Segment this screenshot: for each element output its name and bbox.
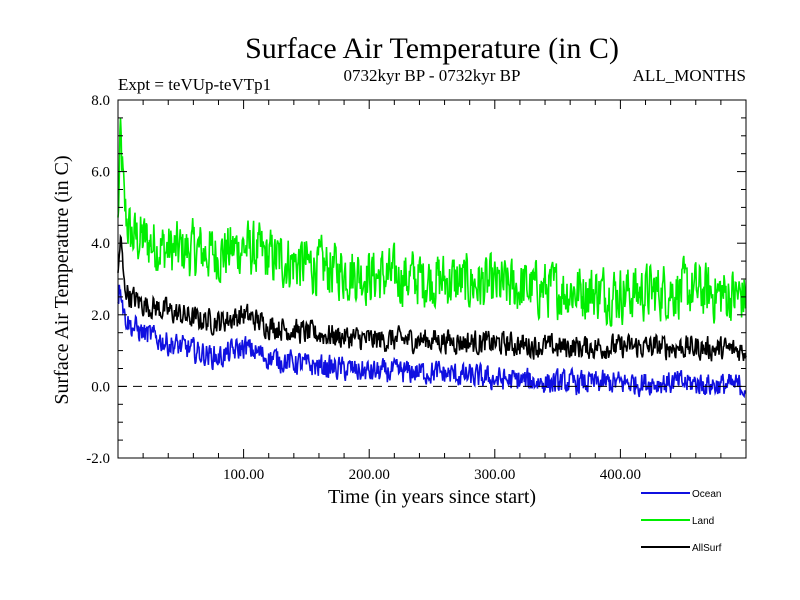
tick-layer: 100.00 200.00 300.00 400.00 -2.0 0.0 2.0 4.0 6.0… <box>86 93 746 483</box>
chart-title: Surface Air Temperature (in C) <box>245 32 619 65</box>
legend-label-land: Land <box>692 516 714 527</box>
y-tick-label: 6.0 <box>91 165 110 181</box>
y-axis-label: Surface Air Temperature (in C) <box>51 155 73 404</box>
legend-label-ocean: Ocean <box>692 489 721 500</box>
chart-subtitle-right: ALL_MONTHS <box>633 66 746 85</box>
x-axis-label: Time (in years since start) <box>328 486 536 508</box>
y-tick-label: 8.0 <box>91 93 110 109</box>
chart-subtitle-center: 0732kyr BP - 0732kyr BP <box>344 66 521 85</box>
series-line-allsurf <box>117 233 747 362</box>
series-layer <box>117 117 747 399</box>
x-tick-label: 400.00 <box>600 467 641 483</box>
y-tick-label: 2.0 <box>91 308 110 324</box>
series-line-ocean <box>117 284 747 399</box>
x-tick-label: 200.00 <box>349 467 390 483</box>
series-line-land <box>117 117 747 328</box>
y-tick-label: 4.0 <box>91 236 110 252</box>
y-tick-label: 0.0 <box>91 379 110 395</box>
y-tick-label: -2.0 <box>86 451 110 467</box>
chart-subtitle-left: Expt = teVUp-teVTp1 <box>118 75 271 94</box>
legend: Ocean Land AllSurf <box>641 489 722 554</box>
x-tick-label: 300.00 <box>474 467 515 483</box>
x-tick-label: 100.00 <box>223 467 264 483</box>
legend-label-allsurf: AllSurf <box>692 543 722 554</box>
